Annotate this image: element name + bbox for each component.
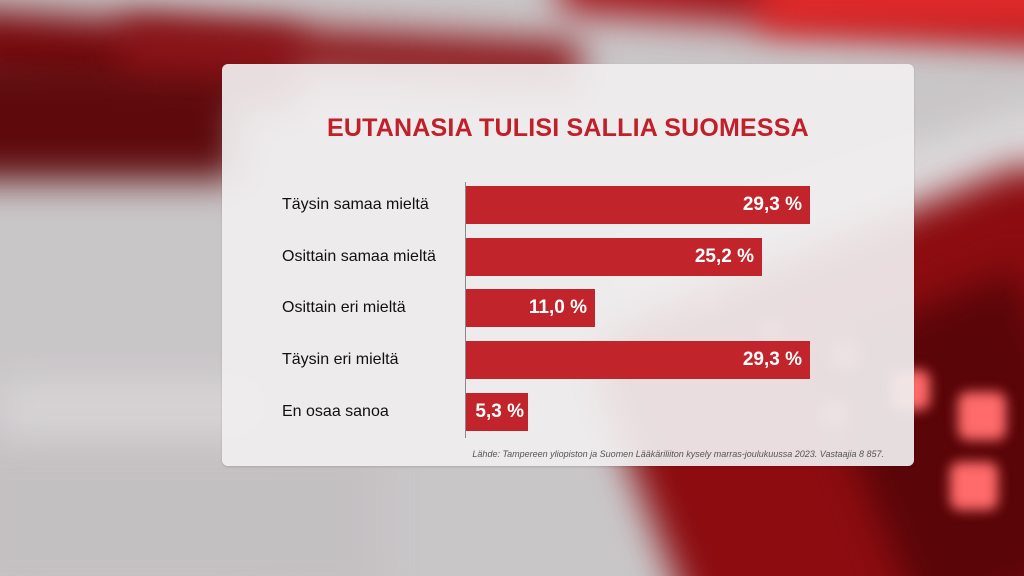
y-axis-line [465,182,466,438]
chart-title: EUTANASIA TULISI SALLIA SUOMESSA [327,114,809,142]
chart-panel: EUTANASIA TULISI SALLIA SUOMESSA Täysin … [222,64,914,466]
bar: 25,2 % [466,238,762,276]
bar-row: Täysin samaa mieltä 29,3 % [222,186,914,224]
category-label: Osittain samaa mieltä [282,248,436,265]
bar: 5,3 % [466,393,528,431]
category-label: En osaa sanoa [282,403,389,420]
category-label: Osittain eri mieltä [282,299,406,316]
bar-row: Osittain eri mieltä 11,0 % [222,289,914,327]
value-label: 11,0 % [528,297,587,318]
category-label: Täysin eri mieltä [282,351,399,368]
value-label: 25,2 % [694,246,754,267]
bar: 29,3 % [466,186,810,224]
bar-row: En osaa sanoa 5,3 % [222,393,914,431]
bar: 11,0 % [466,289,595,327]
bar-row: Täysin eri mieltä 29,3 % [222,341,914,379]
source-note: Lähde: Tampereen yliopiston ja Suomen Lä… [472,449,884,459]
value-label: 29,3 % [742,349,802,370]
category-label: Täysin samaa mieltä [282,196,429,213]
value-label: 5,3 % [475,401,524,422]
bar: 29,3 % [466,341,810,379]
value-label: 29,3 % [742,194,802,215]
bar-row: Osittain samaa mieltä 25,2 % [222,238,914,276]
